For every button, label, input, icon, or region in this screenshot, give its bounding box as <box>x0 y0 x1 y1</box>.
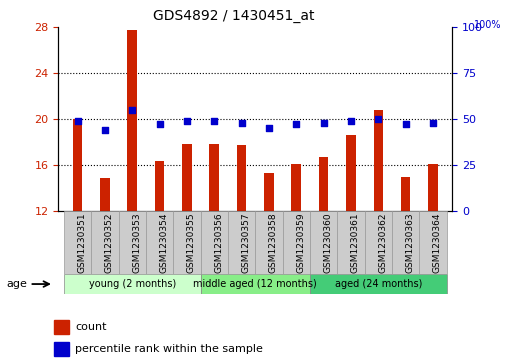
Point <box>74 118 82 124</box>
Text: GSM1230362: GSM1230362 <box>378 212 387 273</box>
Text: count: count <box>75 322 107 332</box>
Bar <box>128 29 137 211</box>
Bar <box>428 164 438 211</box>
Point <box>128 107 136 113</box>
Bar <box>64 274 201 294</box>
Text: GSM1230364: GSM1230364 <box>433 212 442 273</box>
Bar <box>346 135 356 211</box>
Text: age: age <box>7 279 27 289</box>
Text: GSM1230355: GSM1230355 <box>187 212 196 273</box>
Text: GSM1230351: GSM1230351 <box>78 212 86 273</box>
Bar <box>201 211 228 274</box>
Bar <box>237 145 246 211</box>
Point <box>374 116 383 122</box>
Text: GSM1230352: GSM1230352 <box>105 212 114 273</box>
Text: GSM1230354: GSM1230354 <box>160 212 169 273</box>
Bar <box>64 211 91 274</box>
Point <box>429 120 437 126</box>
Bar <box>155 161 165 211</box>
Bar <box>337 211 365 274</box>
Bar <box>310 274 447 294</box>
Text: young (2 months): young (2 months) <box>88 279 176 289</box>
Bar <box>319 157 328 211</box>
Bar <box>419 211 447 274</box>
Bar <box>282 211 310 274</box>
Point <box>101 127 109 133</box>
Bar <box>256 211 282 274</box>
Bar <box>54 342 70 356</box>
Point <box>347 118 355 124</box>
Text: percentile rank within the sample: percentile rank within the sample <box>75 344 263 354</box>
Bar <box>365 211 392 274</box>
Text: GSM1230359: GSM1230359 <box>296 212 305 273</box>
Point <box>238 120 246 126</box>
Text: GSM1230361: GSM1230361 <box>351 212 360 273</box>
Bar <box>118 211 146 274</box>
Bar <box>173 211 201 274</box>
Bar <box>182 144 192 211</box>
Point <box>210 118 218 124</box>
Bar <box>373 110 383 211</box>
Bar <box>91 211 118 274</box>
Bar <box>401 177 410 211</box>
Bar <box>264 173 274 211</box>
Text: GSM1230356: GSM1230356 <box>214 212 223 273</box>
Bar <box>292 164 301 211</box>
Y-axis label: 100%: 100% <box>474 20 501 30</box>
Text: GSM1230353: GSM1230353 <box>132 212 141 273</box>
Point <box>155 122 164 127</box>
Bar <box>146 211 173 274</box>
Bar <box>392 211 419 274</box>
Bar <box>73 119 82 211</box>
Text: GSM1230357: GSM1230357 <box>242 212 250 273</box>
Text: GSM1230363: GSM1230363 <box>406 212 415 273</box>
Bar <box>201 274 310 294</box>
Text: aged (24 months): aged (24 months) <box>335 279 422 289</box>
Bar <box>228 211 255 274</box>
Text: GSM1230360: GSM1230360 <box>324 212 333 273</box>
Point <box>402 122 410 127</box>
Bar <box>100 179 110 211</box>
Bar <box>209 144 219 211</box>
Point <box>292 122 300 127</box>
Bar <box>310 211 337 274</box>
Point <box>265 125 273 131</box>
Text: GSM1230358: GSM1230358 <box>269 212 278 273</box>
Point <box>183 118 191 124</box>
Point <box>320 120 328 126</box>
Text: GDS4892 / 1430451_at: GDS4892 / 1430451_at <box>153 9 314 23</box>
Text: middle aged (12 months): middle aged (12 months) <box>194 279 317 289</box>
Bar <box>54 320 70 334</box>
